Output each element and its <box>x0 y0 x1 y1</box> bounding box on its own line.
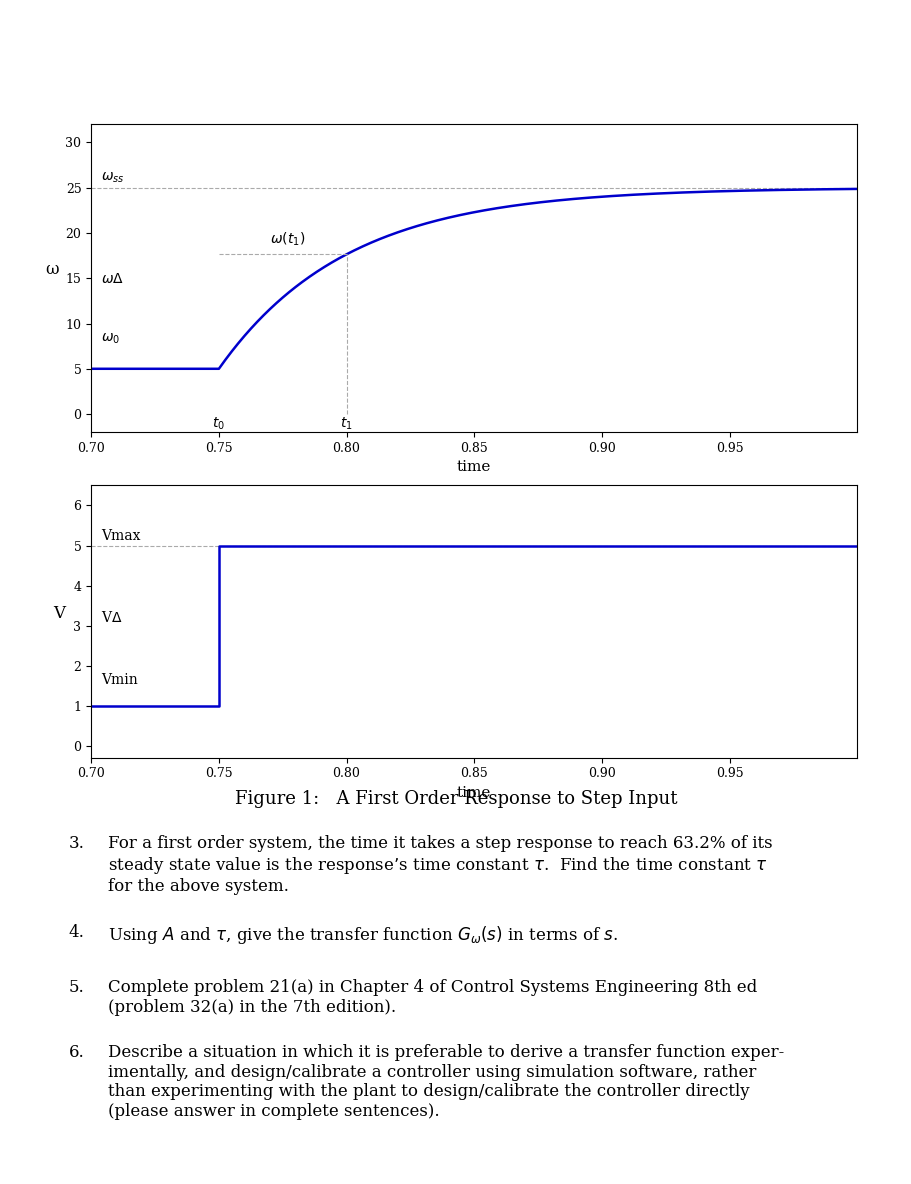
Y-axis label: V: V <box>54 605 66 622</box>
Text: Using $A$ and $\tau$, give the transfer function $G_{\omega}(s)$ in terms of $s$: Using $A$ and $\tau$, give the transfer … <box>107 924 618 946</box>
Text: Describe a situation in which it is preferable to derive a transfer function exp: Describe a situation in which it is pref… <box>107 1044 783 1120</box>
Text: V$\Delta$: V$\Delta$ <box>101 610 123 625</box>
Text: 3.: 3. <box>68 835 84 851</box>
Text: $\omega(t_1)$: $\omega(t_1)$ <box>270 231 305 249</box>
Text: $\omega\Delta$: $\omega\Delta$ <box>101 272 124 285</box>
Text: Vmin: Vmin <box>101 673 138 687</box>
Text: Vmax: Vmax <box>101 528 141 542</box>
Text: $\omega_{ss}$: $\omega_{ss}$ <box>101 170 125 185</box>
Text: 6.: 6. <box>68 1044 84 1061</box>
Text: $\omega_0$: $\omega_0$ <box>101 332 120 346</box>
Text: Complete problem 21(a) in Chapter 4 of Control Systems Engineering 8th ed
(probl: Complete problem 21(a) in Chapter 4 of C… <box>107 979 756 1016</box>
Text: For a first order system, the time it takes a step response to reach 63.2% of it: For a first order system, the time it ta… <box>107 835 772 895</box>
Text: Figure 1:   A First Order Response to Step Input: Figure 1: A First Order Response to Step… <box>234 790 677 809</box>
Y-axis label: ω: ω <box>45 262 58 278</box>
X-axis label: time: time <box>456 461 491 475</box>
Text: 5.: 5. <box>68 979 84 996</box>
Text: $t_1$: $t_1$ <box>340 416 353 432</box>
Text: $t_0$: $t_0$ <box>212 416 225 432</box>
X-axis label: time: time <box>456 786 491 800</box>
Text: 4.: 4. <box>68 924 84 940</box>
